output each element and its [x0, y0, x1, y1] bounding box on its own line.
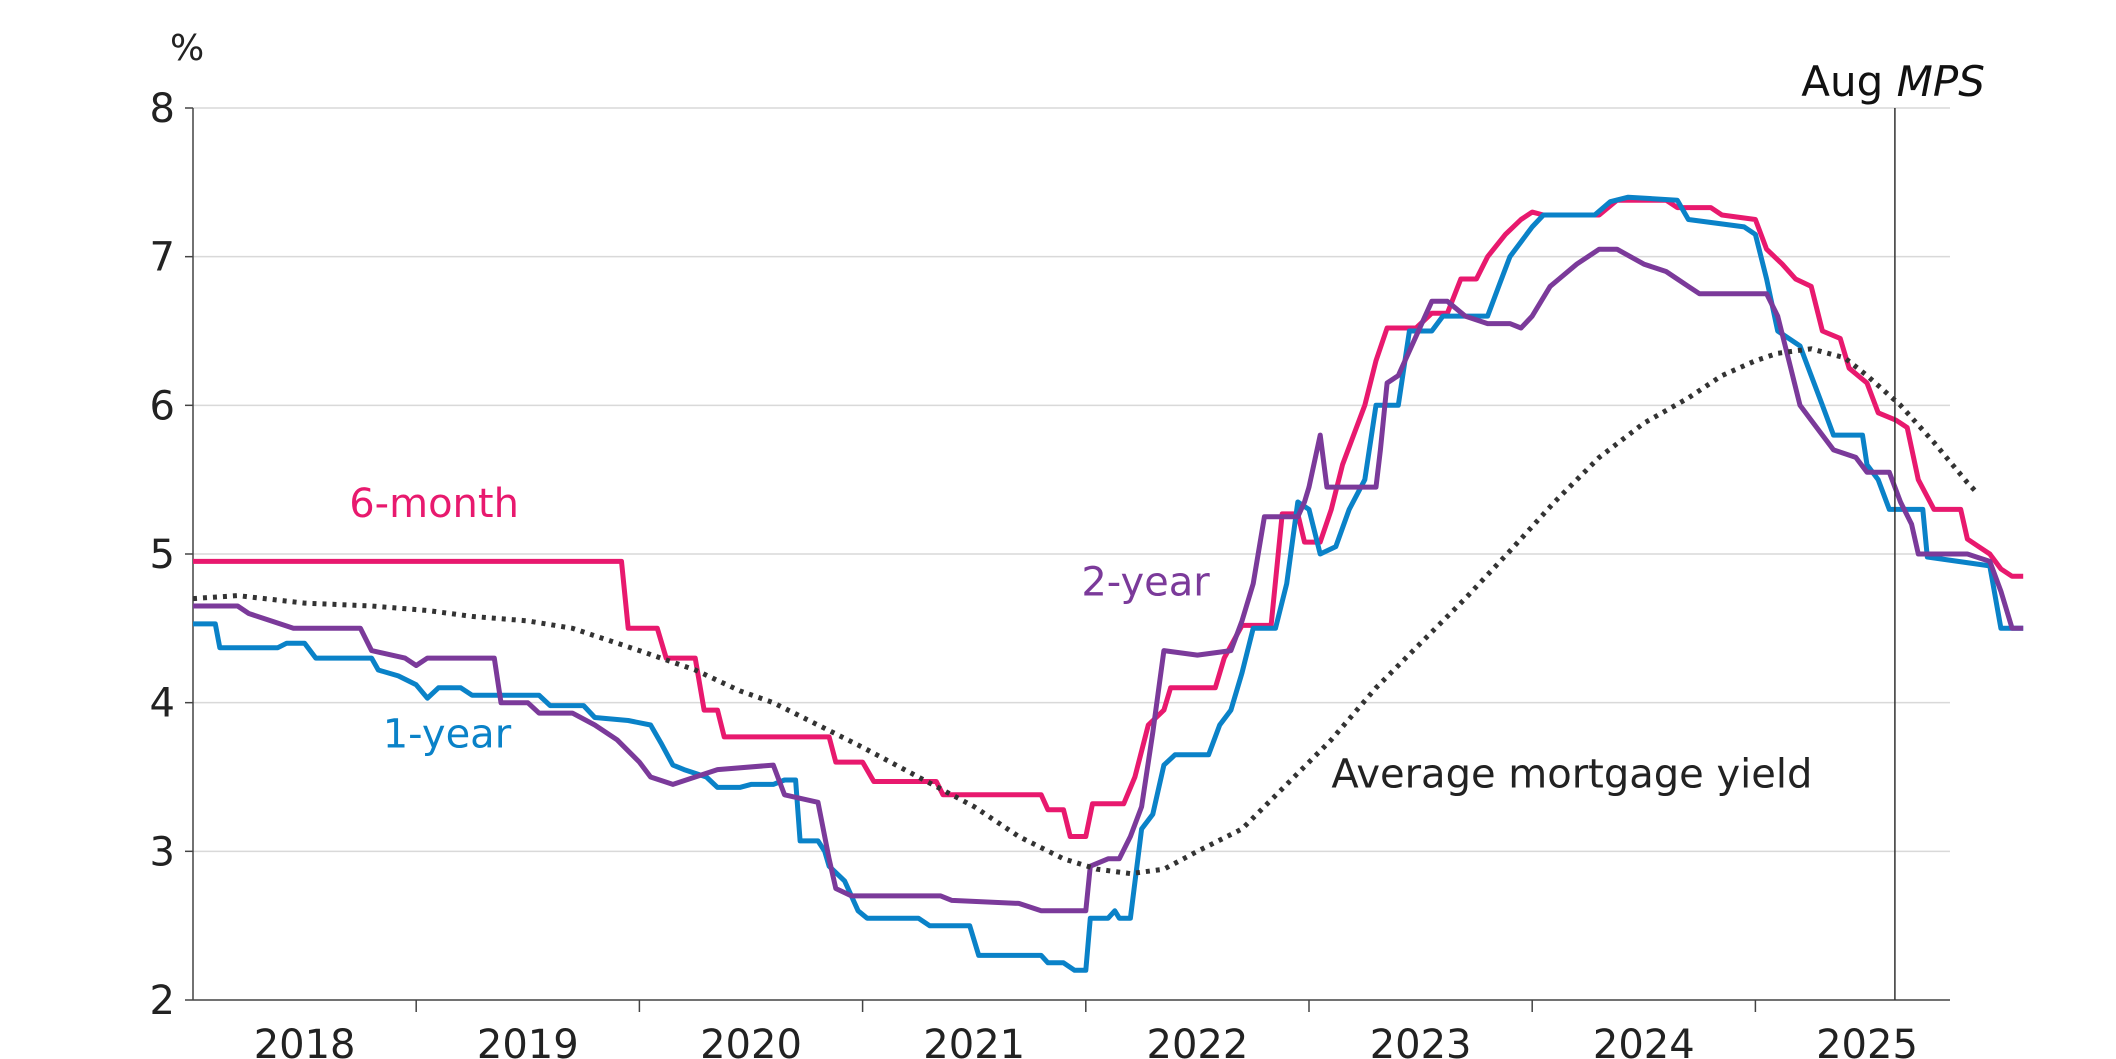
- x-tick-label: 2022: [1147, 1022, 1249, 1059]
- y-unit-label: %: [170, 28, 204, 69]
- x-tick-label: 2019: [477, 1022, 579, 1059]
- mps-marker-label-main: Aug: [1801, 57, 1896, 106]
- mps-marker-label-italic: MPS: [1897, 57, 1985, 106]
- y-tick-label: 3: [150, 829, 175, 875]
- y-tick-label: 6: [150, 383, 175, 429]
- y-tick-label: 2: [150, 978, 175, 1024]
- mps-marker: Aug MPS: [1801, 57, 1985, 1000]
- gridlines: [193, 107, 1950, 853]
- x-tick-label: 2023: [1370, 1022, 1472, 1059]
- mps-marker-label: Aug MPS: [1801, 57, 1985, 106]
- series-line-6-month: [193, 197, 2024, 839]
- y-tick-label: 8: [150, 86, 175, 132]
- series-line-2-year: [193, 246, 2024, 914]
- x-tick-label: 2024: [1593, 1022, 1695, 1059]
- axes: 2 3 4 5 6 7 8 2018 2019 2020 2021 2022 2023 2024 2025: [150, 86, 1950, 1059]
- x-tick-label: 2018: [254, 1022, 356, 1059]
- y-tick-label: 7: [150, 235, 175, 281]
- series-lines: [192, 194, 2024, 973]
- y-tick-label: 4: [150, 681, 175, 727]
- series-label: 1-year: [383, 711, 512, 757]
- y-tick-label: 5: [150, 532, 175, 578]
- x-tick-label: 2021: [923, 1022, 1025, 1059]
- x-tick-label: 2020: [700, 1022, 802, 1059]
- series-label: 2-year: [1081, 560, 1210, 606]
- series-labels: 6-month 1-year 2-year Average mortgage yiel…: [349, 481, 1812, 798]
- series-label: 6-month: [349, 481, 519, 527]
- series-line-1-year: [193, 194, 2024, 973]
- series-line-average-mortgage-yield: [192, 346, 1981, 877]
- x-tick-label: 2025: [1816, 1022, 1918, 1059]
- series-label: Average mortgage yield: [1331, 751, 1812, 797]
